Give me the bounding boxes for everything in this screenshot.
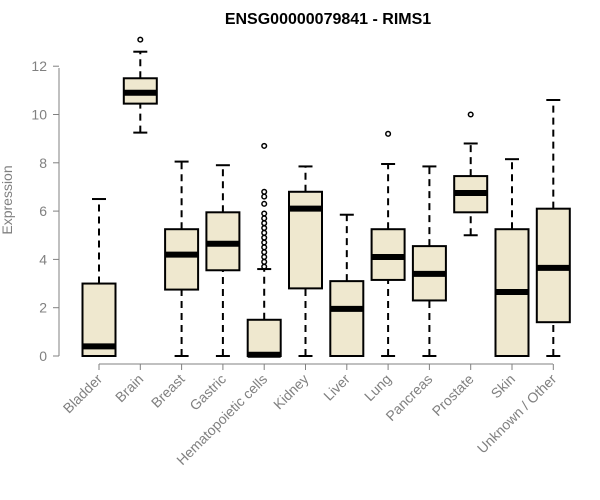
box [246, 318, 282, 357]
outlier-point [467, 111, 474, 118]
x-tick-label: Lung [361, 371, 394, 404]
box-group [288, 165, 323, 357]
boxes-group [81, 36, 571, 358]
box [164, 228, 200, 291]
y-axis-label: Expression [0, 165, 15, 234]
x-tick-label: Breast [148, 371, 188, 411]
outlier-point [137, 36, 144, 43]
outlier-point [261, 142, 268, 149]
box-group [329, 213, 365, 358]
x-tick-label: Bladder [60, 371, 106, 417]
outlier-point [261, 253, 268, 261]
y-tick-label: 6 [39, 203, 47, 219]
box-group [205, 164, 241, 357]
outlier-point [385, 130, 392, 137]
outlier-point [261, 249, 268, 256]
y-tick-label: 0 [39, 348, 47, 364]
outlier-point [261, 210, 268, 217]
box-group [535, 99, 571, 357]
box-group [246, 142, 282, 358]
box-group [122, 36, 158, 134]
outlier-point [261, 258, 268, 265]
box [329, 280, 365, 358]
y-tick-label: 12 [31, 58, 47, 74]
outlier-point [261, 188, 268, 195]
outlier-point [261, 239, 268, 246]
outlier-point [261, 224, 268, 232]
x-tick-label: Kidney [270, 371, 312, 413]
box-group [494, 158, 530, 357]
box-group [81, 198, 117, 357]
box-group [411, 165, 447, 357]
y-tick-label: 8 [39, 155, 47, 171]
outlier-point [261, 234, 268, 241]
outlier-point [261, 229, 268, 236]
x-tick-label: Liver [320, 371, 353, 404]
x-tick-label: Prostate [429, 371, 477, 419]
outlier-point [261, 244, 268, 251]
y-tick-label: 10 [31, 107, 47, 123]
outlier-point [261, 215, 268, 222]
x-tick-label: Brain [112, 371, 146, 405]
outlier-point [261, 193, 268, 200]
outlier-point [261, 263, 268, 270]
box-group [453, 111, 489, 237]
outlier-point [261, 200, 268, 207]
box-group [370, 130, 406, 357]
chart-title: ENSG00000079841 - RIMS1 [225, 11, 431, 28]
box-group [164, 160, 200, 357]
x-tick-label: Skin [488, 371, 519, 402]
y-axis: 0 2 4 6 8 10 12 [31, 58, 59, 364]
y-tick-label: 2 [39, 300, 47, 316]
y-tick-label: 4 [39, 251, 47, 267]
outlier-point [261, 220, 268, 227]
